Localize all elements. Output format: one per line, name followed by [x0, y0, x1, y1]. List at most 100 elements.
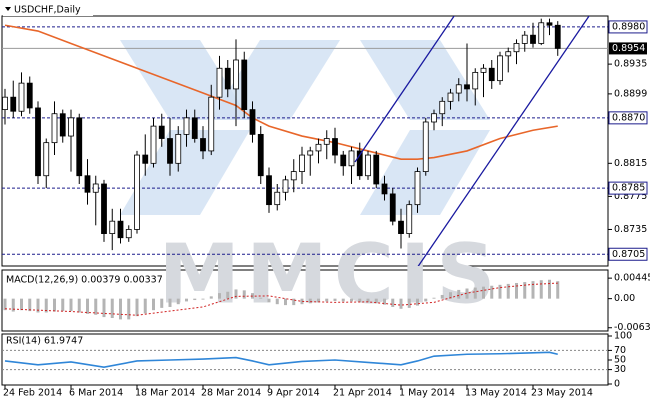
candle-body	[35, 107, 41, 177]
candle-body	[109, 220, 116, 234]
candle-body	[117, 220, 124, 239]
macd-bar	[127, 298, 131, 320]
macd-bar	[449, 292, 452, 299]
candle-body	[381, 183, 388, 195]
macd-bar	[185, 298, 188, 302]
candle-body	[431, 113, 437, 123]
candle-body	[513, 43, 520, 53]
macd-bar	[482, 286, 485, 299]
menu-triangle	[5, 7, 11, 11]
macd-bar	[383, 298, 386, 305]
macd-bar	[267, 298, 271, 303]
level-label: 0.8980	[612, 21, 645, 32]
macd-bar	[193, 298, 197, 301]
candle-body	[134, 154, 140, 230]
candle-body	[480, 67, 487, 73]
macd-bar	[325, 298, 329, 302]
macd-bar	[218, 293, 221, 299]
candle-body	[315, 143, 322, 152]
rsi-panel	[1, 333, 609, 386]
channel-line	[417, 16, 590, 266]
macd-bar	[28, 298, 32, 312]
watermark-text: MMCIS	[159, 227, 502, 322]
main-plot	[2, 18, 608, 255]
candle-body	[158, 125, 165, 139]
candle-body	[356, 150, 363, 177]
candle-body	[538, 22, 545, 44]
candle-body	[208, 96, 215, 152]
candle-body	[2, 96, 8, 110]
chart-title: USDCHF,Daily	[14, 5, 81, 16]
level-label-box	[608, 247, 648, 261]
y-tick-label: 70	[614, 345, 626, 356]
macd-bar	[374, 298, 378, 304]
candle-body	[464, 84, 470, 90]
macd-bar	[36, 298, 40, 313]
macd-bar	[135, 298, 139, 317]
candle-body	[175, 133, 182, 164]
macd-bar	[539, 280, 543, 299]
macd-bar	[440, 294, 444, 299]
macd-bar	[391, 298, 395, 307]
x-tick-label: 9 Apr 2014	[267, 388, 320, 399]
macd-bar	[292, 298, 296, 306]
candle-body	[389, 193, 396, 222]
macd-bar	[201, 298, 205, 300]
y-tick-label: 0.00445	[614, 273, 650, 284]
y-tick-label: 0.8899	[614, 88, 647, 99]
y-tick-label: 0	[614, 379, 620, 390]
macd-bar	[259, 297, 263, 299]
watermark-shape	[120, 130, 250, 215]
candle-body	[398, 220, 404, 234]
macd-bar	[366, 298, 370, 303]
candle-body	[183, 117, 190, 135]
candle-body	[497, 55, 503, 82]
candle-body	[290, 171, 297, 181]
candle-body	[530, 34, 536, 44]
rsi-plot	[2, 349, 608, 371]
macd-bar	[110, 298, 114, 319]
level-label: 0.8870	[612, 112, 645, 123]
candle-body	[10, 96, 17, 112]
x-tick-label: 18 Mar 2014	[135, 388, 195, 399]
candle-body	[76, 117, 83, 177]
macd-bar	[77, 298, 81, 313]
rsi-title: RSI(14) 61.9747	[6, 336, 83, 347]
candle-body	[554, 24, 561, 49]
candle-body	[340, 154, 347, 167]
macd-bar	[341, 298, 345, 302]
candle-body	[18, 82, 25, 112]
candle-body	[546, 22, 553, 26]
candle-body	[68, 117, 74, 137]
y-tick-label: 50	[614, 355, 626, 366]
y-tick-label: 0.8735	[614, 224, 647, 235]
macd-bar	[160, 298, 164, 308]
candle-body	[455, 84, 462, 94]
macd-bar	[11, 298, 15, 312]
moving-average	[4, 24, 558, 160]
candle-body	[200, 138, 206, 152]
macd-bar	[498, 284, 502, 299]
candle-body	[299, 154, 305, 172]
candle-body	[233, 59, 239, 90]
current-price-box	[609, 42, 647, 55]
macd-bar	[358, 298, 362, 303]
macd-bar	[242, 290, 246, 299]
macd-bar	[226, 291, 230, 299]
candle-body	[505, 51, 512, 57]
macd-bar	[424, 298, 428, 302]
candle-body	[150, 125, 157, 164]
macd-bar	[556, 281, 560, 299]
level-label-box	[608, 181, 648, 195]
macd-bar	[94, 298, 98, 315]
macd-bar	[53, 298, 56, 312]
macd-bar	[490, 285, 494, 299]
candle-body	[422, 121, 429, 172]
macd-bar	[152, 298, 155, 311]
macd-bar	[308, 298, 312, 304]
watermark-shape	[360, 40, 490, 120]
candle-body	[472, 71, 479, 90]
macd-bar	[350, 298, 353, 302]
macd-bar	[209, 296, 213, 299]
